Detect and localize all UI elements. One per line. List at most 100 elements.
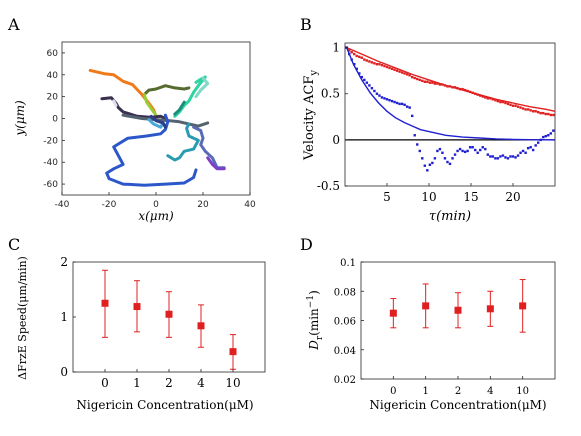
panel-b-point bbox=[547, 134, 550, 137]
panel-b-point bbox=[494, 99, 497, 102]
trajectory-2 bbox=[142, 84, 191, 96]
panel-a-ytick-label: -40 bbox=[43, 158, 58, 168]
panel-b-point bbox=[408, 74, 411, 77]
panel-a-ytick-label: 0 bbox=[52, 115, 58, 125]
panel-b-point bbox=[504, 156, 507, 159]
panel-b-point bbox=[436, 82, 439, 85]
panel-b-point bbox=[363, 58, 366, 61]
panel-b-point bbox=[438, 147, 442, 151]
panel-b-point bbox=[378, 63, 381, 66]
panel-b-point bbox=[398, 70, 401, 73]
panel-b-series-group bbox=[345, 46, 556, 172]
panel-c-ylabel: ΔFrzE Speed(μm/min) bbox=[16, 256, 29, 380]
trajectory-8 bbox=[121, 113, 210, 128]
panel-a-xtick-label: -40 bbox=[55, 200, 70, 210]
panel-c-xtick-label: 2 bbox=[165, 376, 173, 390]
panel-b-point bbox=[403, 103, 406, 107]
panel-b-point bbox=[360, 56, 363, 59]
panel-b-point bbox=[448, 162, 452, 166]
panel-d-xtick-label: 0 bbox=[390, 386, 396, 397]
panel-b-point bbox=[453, 153, 457, 156]
panel-b-point bbox=[378, 94, 381, 97]
panel-b-point bbox=[400, 102, 404, 106]
panel-b-point bbox=[395, 101, 399, 105]
panel-b-point bbox=[481, 146, 484, 149]
panel-b-point bbox=[395, 69, 399, 72]
panel-d-ylabel-sup: −1 bbox=[306, 295, 316, 308]
panel-c-xtick-label: 10 bbox=[225, 376, 240, 390]
panel-b-point bbox=[474, 148, 477, 152]
panel-a-series-group bbox=[88, 68, 226, 187]
panel-b-point bbox=[423, 164, 426, 167]
panel-b-point bbox=[355, 67, 358, 71]
panel-b-point bbox=[451, 157, 454, 160]
panel-a-xtick-label: 20 bbox=[197, 200, 209, 210]
panel-b-point bbox=[519, 106, 522, 109]
panel-b-point bbox=[411, 75, 414, 79]
panel-b-point bbox=[358, 55, 361, 59]
panel-b-point bbox=[446, 160, 449, 164]
panel-b-point bbox=[428, 81, 432, 84]
panel-b-point bbox=[476, 151, 479, 154]
panel-b-point bbox=[496, 99, 500, 103]
panel-d-ylabel-unit: (min bbox=[307, 308, 321, 336]
panel-b-point bbox=[385, 65, 389, 69]
panel-d-ytick-label: 0.04 bbox=[334, 346, 356, 357]
panel-c-xtick-label: 0 bbox=[101, 376, 109, 390]
panel-a-xtick-label: 0 bbox=[153, 200, 159, 210]
panel-b-point bbox=[484, 147, 487, 151]
panel-d-ylabel-group: Dr(min−1) bbox=[306, 290, 325, 351]
panel-c-xlabel: Nigericin Concentration(μM) bbox=[76, 398, 253, 412]
panel-d-xtick-label: 4 bbox=[487, 386, 493, 397]
panel-b-point bbox=[486, 153, 489, 156]
panel-d-ytick-label: 0.1 bbox=[340, 258, 356, 269]
panel-b-point bbox=[418, 149, 421, 153]
panel-d-ylabel: D bbox=[307, 340, 321, 351]
panel-b-point bbox=[534, 144, 537, 147]
panel-b-point bbox=[544, 134, 547, 138]
panel-b-point bbox=[411, 114, 414, 118]
panel-b-point bbox=[542, 111, 545, 115]
panel-d-ylabel-sub: r bbox=[315, 335, 325, 340]
panel-b-xtick-label: 10 bbox=[421, 190, 436, 204]
panel-b-point bbox=[506, 102, 510, 106]
panel-b-ylabel-sub: y bbox=[309, 70, 320, 77]
panel-b-fit-curve-2 bbox=[346, 46, 556, 112]
panel-c-marker bbox=[165, 310, 173, 318]
panel-b-point bbox=[489, 155, 492, 158]
panel-b-point bbox=[431, 161, 434, 165]
panel-b-acf: 5 10 15 20 -0.5 0 0.5 1 τ(min) Velocity ACFy bbox=[302, 41, 556, 224]
trajectory-3 bbox=[142, 93, 158, 117]
panel-b-point bbox=[390, 67, 394, 71]
panel-label-b: B bbox=[300, 15, 312, 34]
panel-b-point bbox=[461, 87, 464, 91]
panel-b-point bbox=[504, 101, 507, 105]
panel-b-point bbox=[370, 87, 374, 90]
panel-b-axes-box bbox=[344, 42, 556, 187]
panel-c-ytick-label: 0 bbox=[60, 365, 68, 379]
panel-b-point bbox=[388, 99, 391, 102]
trajectory-7 bbox=[100, 96, 167, 120]
panel-b-point bbox=[456, 149, 459, 153]
panel-b-xtick-label: 20 bbox=[505, 190, 520, 204]
panel-a-ytick-label: -20 bbox=[43, 136, 58, 146]
panel-a-xtick-label: -20 bbox=[102, 200, 117, 210]
panel-b-point bbox=[438, 83, 442, 86]
panel-b-point bbox=[521, 149, 525, 153]
panel-b-point bbox=[542, 135, 545, 139]
panel-b-point bbox=[393, 100, 396, 104]
panel-d-diffusion: 0 1 2 4 10 0.02 0.04 0.06 0.08 0.1 Nigericin Conc… bbox=[306, 258, 556, 412]
panel-b-point bbox=[511, 155, 515, 158]
panel-b-point bbox=[431, 81, 434, 84]
panel-b-point bbox=[537, 141, 540, 144]
panel-b-point bbox=[436, 149, 439, 153]
panel-d-xlabel: Nigericin Concentration(μM) bbox=[369, 398, 546, 412]
panel-b-point bbox=[529, 146, 532, 149]
panel-d-xtick-label: 2 bbox=[455, 386, 461, 397]
panel-label-d: D bbox=[300, 235, 313, 254]
panel-b-point bbox=[463, 88, 467, 92]
panel-b-point bbox=[494, 157, 497, 160]
panel-b-point bbox=[524, 108, 527, 111]
panel-b-point bbox=[499, 155, 502, 158]
panel-b-ticks-group: 5 10 15 20 -0.5 0 0.5 1 bbox=[317, 41, 521, 204]
